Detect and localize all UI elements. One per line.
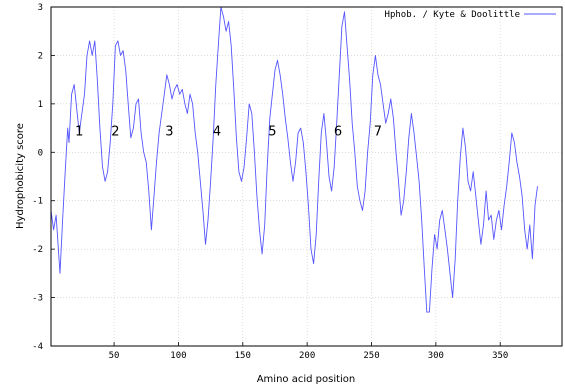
plot-series: [50, 6, 538, 313]
y-tick-label: 1: [38, 100, 43, 110]
legend: Hphob. / Kyte & Doolittle: [385, 10, 556, 20]
region-label: 3: [165, 124, 173, 139]
region-label: 7: [374, 124, 382, 139]
x-tick-labels: 50 100 150 200 250 300 350: [109, 351, 509, 361]
x-tick-label: 350: [492, 351, 508, 361]
region-label: 1: [75, 124, 83, 139]
y-tick-label: -2: [32, 245, 43, 255]
x-axis-title: Amino acid position: [257, 374, 356, 385]
x-tick-label: 200: [299, 351, 315, 361]
y-tick-label: -3: [32, 294, 43, 304]
plot-frame: [50, 6, 563, 347]
y-tick-label: 2: [38, 51, 43, 61]
y-tick-label: -4: [32, 342, 43, 352]
x-tick-label: 100: [170, 351, 186, 361]
x-tick-label: 50: [109, 351, 120, 361]
y-tick-label: 3: [38, 3, 43, 13]
x-tick-label: 300: [428, 351, 444, 361]
x-tick-label: 250: [363, 351, 379, 361]
series-line: [50, 6, 538, 313]
y-axis-title: Hydrophobicity score: [15, 123, 26, 229]
region-label: 5: [268, 124, 276, 139]
y-tick-labels: -4 -3 -2 -1 0 1 2 3: [32, 3, 43, 352]
y-tick-label: 0: [38, 148, 43, 158]
x-tick-label: 150: [235, 351, 251, 361]
region-label: 4: [213, 124, 221, 139]
y-tick-label: -1: [32, 197, 43, 207]
region-labels: 1 2 3 4 5 6 7: [75, 124, 382, 139]
region-label: 2: [111, 124, 119, 139]
region-label: 6: [334, 124, 342, 139]
legend-label: Hphob. / Kyte & Doolittle: [385, 10, 520, 20]
